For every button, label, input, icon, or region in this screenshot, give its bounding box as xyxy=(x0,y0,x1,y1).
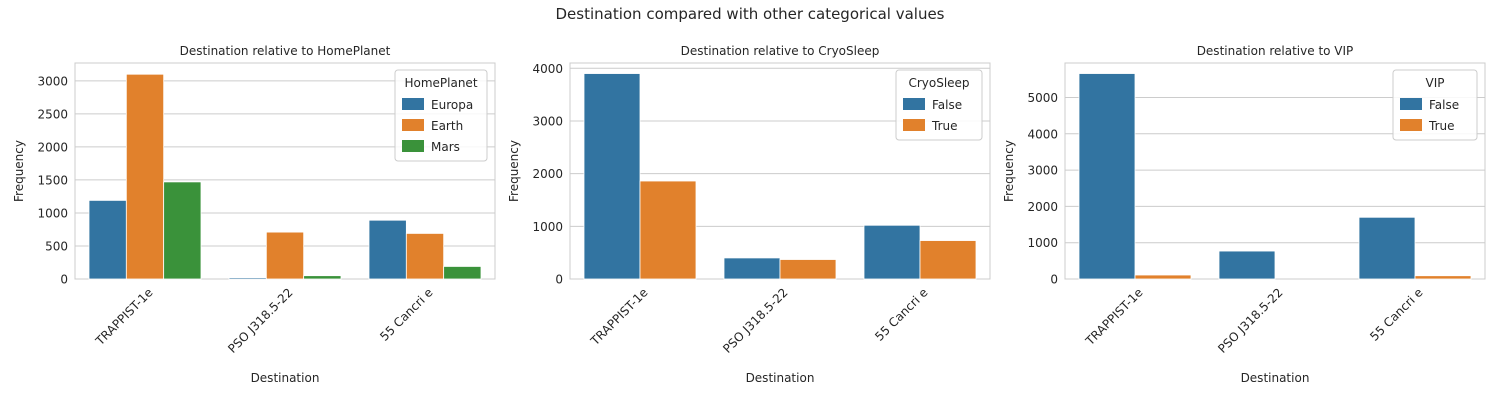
bar-earth-3 xyxy=(405,233,445,280)
x-tick-label: PSO J318.5-22 xyxy=(720,285,790,355)
chart-panel-2: 0 1000 2000 3000 4000 TRAPPIST-1e PSO J318.5-2… xyxy=(507,44,991,385)
legend-label-true: True xyxy=(931,119,958,133)
bar-false-3 xyxy=(1358,216,1416,280)
legend-swatch-false xyxy=(903,98,925,110)
figure-title: Destination compared with other categori… xyxy=(555,5,945,23)
bar-false-1 xyxy=(1078,73,1136,280)
legend-title: CryoSleep xyxy=(908,76,969,90)
legend-swatch-europa xyxy=(402,98,424,110)
bar-false-1 xyxy=(583,73,641,280)
y-tick-label: 2000 xyxy=(37,140,68,154)
x-axis-label: Destination xyxy=(251,371,320,385)
y-tick-label: 1000 xyxy=(532,220,563,234)
legend-title: VIP xyxy=(1426,76,1445,90)
y-tick-label: 2000 xyxy=(532,167,563,181)
y-tick-label: 0 xyxy=(1050,273,1058,287)
legend-label-mars: Mars xyxy=(431,140,460,154)
bar-earth-2 xyxy=(265,231,305,280)
bar-mars-2 xyxy=(303,275,342,280)
y-tick-label: 4000 xyxy=(532,62,563,76)
x-tick-label: TRAPPIST-1e xyxy=(92,285,155,348)
bar-true-3 xyxy=(919,240,977,280)
x-tick-label: 55 Cancri e xyxy=(1367,285,1425,343)
y-tick-label: 4000 xyxy=(1027,127,1058,141)
y-axis-label: Frequency xyxy=(12,140,26,202)
axes-title: Destination relative to CryoSleep xyxy=(681,44,880,58)
bar-mars-3 xyxy=(443,266,482,280)
legend: VIP False True xyxy=(1392,69,1478,141)
x-axis-label: Destination xyxy=(746,371,815,385)
x-tick-label: TRAPPIST-1e xyxy=(587,285,650,348)
legend-swatch-mars xyxy=(402,140,424,152)
y-tick-label: 500 xyxy=(45,239,68,253)
bar-false-2 xyxy=(1218,250,1276,280)
y-tick-label: 2500 xyxy=(37,107,68,121)
bar-europa-2 xyxy=(228,277,267,280)
legend-label-false: False xyxy=(932,98,962,112)
y-tick-label: 3000 xyxy=(532,114,563,128)
bar-mars-1 xyxy=(163,181,202,280)
y-tick-label: 0 xyxy=(60,273,68,287)
y-tick-label: 3000 xyxy=(37,74,68,88)
axes-title: Destination relative to VIP xyxy=(1197,44,1354,58)
bar-europa-1 xyxy=(88,199,127,280)
x-tick-label: 55 Cancri e xyxy=(872,285,930,343)
axes-title: Destination relative to HomePlanet xyxy=(180,44,391,58)
x-tick-label: 55 Cancri e xyxy=(377,285,435,343)
legend-swatch-true xyxy=(903,119,925,131)
y-tick-label: 0 xyxy=(555,273,563,287)
bar-earth-1 xyxy=(125,73,165,280)
y-tick-label: 5000 xyxy=(1027,91,1058,105)
legend-swatch-false xyxy=(1400,98,1422,110)
y-tick-label: 3000 xyxy=(1027,164,1058,178)
bar-europa-3 xyxy=(368,219,407,280)
bar-false-2 xyxy=(723,257,781,280)
legend-swatch-true xyxy=(1400,119,1422,131)
bar-true-1 xyxy=(639,180,697,280)
y-tick-label: 1500 xyxy=(37,173,68,187)
legend: HomePlanet Europa Earth Mars xyxy=(394,69,488,162)
legend: CryoSleep False True xyxy=(895,69,983,141)
legend-title: HomePlanet xyxy=(404,76,477,90)
legend-swatch-earth xyxy=(402,119,424,131)
bar-false-3 xyxy=(863,224,921,280)
y-tick-label: 1000 xyxy=(37,206,68,220)
bar-true-1 xyxy=(1134,274,1192,280)
x-tick-label: PSO J318.5-22 xyxy=(1215,285,1285,355)
legend-label-false: False xyxy=(1429,98,1459,112)
chart-panel-1: 0 500 1000 1500 2000 2500 3000 TRAPPIST-1e PSO J… xyxy=(12,44,496,385)
legend-box xyxy=(394,69,488,162)
bar-true-2 xyxy=(779,259,837,280)
x-tick-label: PSO J318.5-22 xyxy=(225,285,295,355)
y-tick-label: 2000 xyxy=(1027,200,1058,214)
chart-panel-3: 0 1000 2000 3000 4000 5000 TRAPPIST-1e PSO J318… xyxy=(1002,44,1486,385)
bar-true-3 xyxy=(1414,275,1472,280)
x-axis-label: Destination xyxy=(1241,371,1310,385)
x-tick-label: TRAPPIST-1e xyxy=(1082,285,1145,348)
y-axis-label: Frequency xyxy=(507,140,521,202)
legend-label-europa: Europa xyxy=(431,98,473,112)
legend-label-earth: Earth xyxy=(431,119,463,133)
legend-label-true: True xyxy=(1428,119,1455,133)
y-tick-label: 1000 xyxy=(1027,236,1058,250)
y-axis-label: Frequency xyxy=(1002,140,1016,202)
